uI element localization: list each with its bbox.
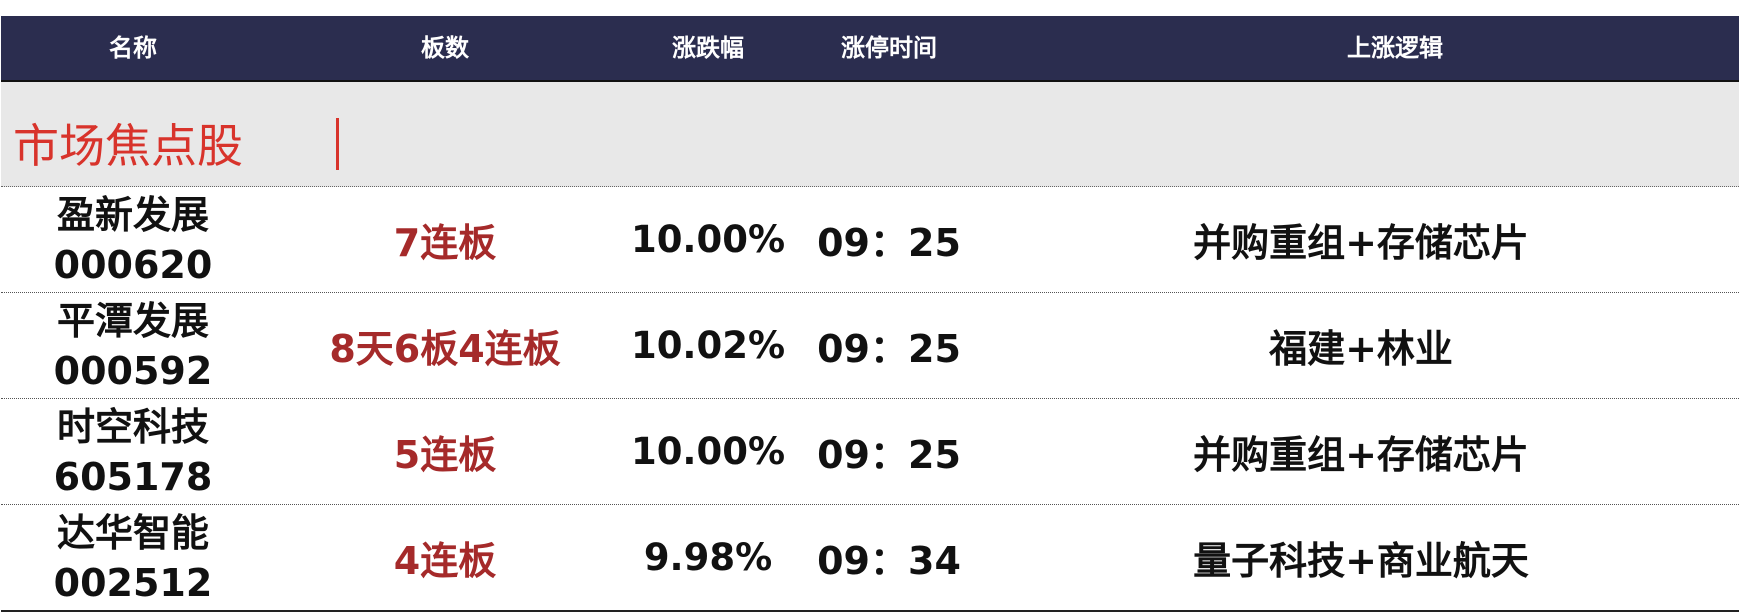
section-title: 市场焦点股 (13, 119, 243, 173)
change-cell: 9.98% (643, 536, 773, 579)
change-cell: 10.00% (630, 218, 786, 261)
header-name: 名称 (109, 34, 157, 62)
stock-code: 002512 (53, 560, 213, 605)
stock-name: 时空科技 (56, 404, 209, 449)
table-row: 时空科技 605178 5连板 10.00% 09：25 并购重组+存储芯片 (1, 399, 1739, 505)
stock-table: 名称 板数 涨跌幅 涨停时间 上涨逻辑 市场焦点股 盈新发展 000620 7连… (1, 16, 1739, 612)
stock-name-cell: 时空科技 605178 (54, 399, 213, 504)
stock-code: 000592 (53, 348, 213, 393)
logic-cell: 并购重组+存储芯片 (1193, 433, 1529, 477)
stock-code: 000620 (53, 242, 213, 287)
stock-name-cell: 达华智能 002512 (54, 505, 213, 610)
table-row: 盈新发展 000620 7连板 10.00% 09：25 并购重组+存储芯片 (1, 187, 1739, 293)
boards-cell: 8天6板4连板 (329, 327, 561, 371)
header-boards: 板数 (421, 34, 469, 62)
stock-code: 605178 (53, 454, 213, 499)
change-cell: 10.02% (630, 324, 786, 367)
header-change: 涨跌幅 (672, 34, 744, 62)
change-cell: 10.00% (630, 430, 786, 473)
header-logic: 上涨逻辑 (1347, 34, 1443, 62)
logic-cell: 福建+林业 (1269, 327, 1453, 371)
table-header: 名称 板数 涨跌幅 涨停时间 上涨逻辑 (1, 16, 1739, 82)
stock-name: 盈新发展 (56, 192, 209, 237)
section-divider (336, 118, 339, 170)
limit-time-cell: 09：25 (817, 221, 961, 265)
logic-cell: 量子科技+商业航天 (1193, 539, 1529, 583)
table-row: 达华智能 002512 4连板 9.98% 09：34 量子科技+商业航天 (1, 505, 1739, 612)
logic-cell: 并购重组+存储芯片 (1193, 221, 1529, 265)
limit-time-cell: 09：25 (817, 433, 961, 477)
boards-cell: 7连板 (393, 221, 497, 265)
limit-time-cell: 09：25 (817, 327, 961, 371)
stock-name: 达华智能 (56, 510, 209, 555)
header-limit-time: 涨停时间 (841, 34, 937, 62)
boards-cell: 4连板 (393, 539, 497, 583)
stock-name: 平潭发展 (56, 298, 209, 343)
limit-time-cell: 09：34 (817, 539, 961, 583)
stock-name-cell: 盈新发展 000620 (54, 187, 213, 292)
table-row: 平潭发展 000592 8天6板4连板 10.02% 09：25 福建+林业 (1, 293, 1739, 399)
stock-name-cell: 平潭发展 000592 (54, 293, 213, 398)
section-header: 市场焦点股 (1, 82, 1739, 187)
boards-cell: 5连板 (393, 433, 497, 477)
